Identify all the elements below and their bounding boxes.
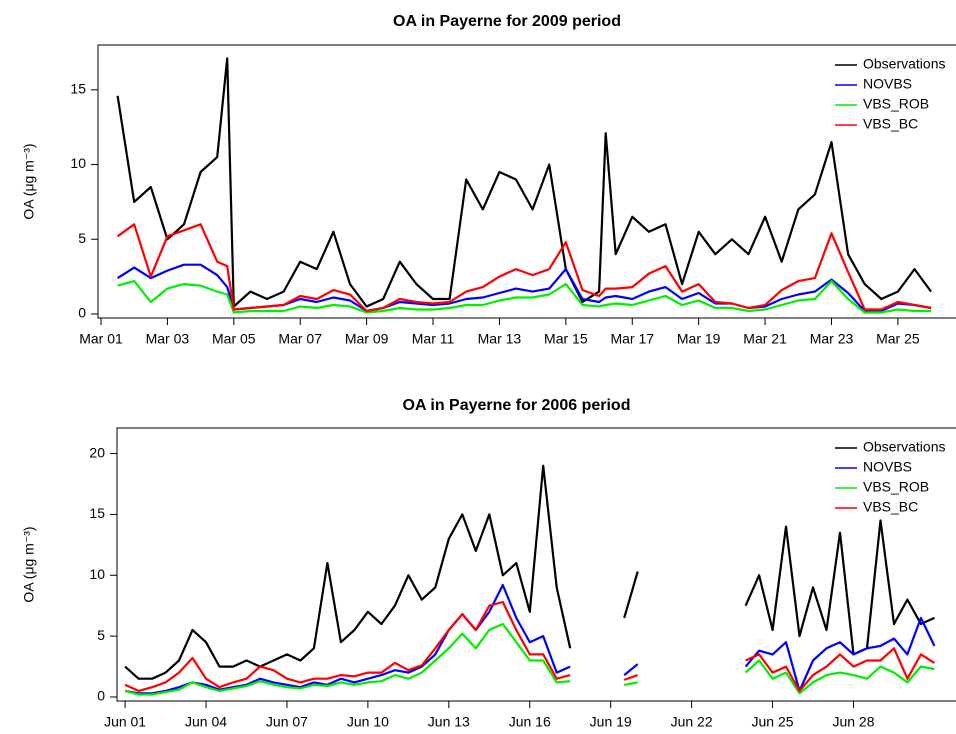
x-tick-label: Mar 13 [478, 331, 522, 347]
x-tick-label: Jun 10 [347, 714, 389, 730]
data-line [124, 622, 935, 696]
x-tick-label: Mar 07 [278, 331, 322, 347]
legend-label: VBS_BC [863, 499, 918, 515]
legend-label: VBS_ROB [863, 479, 929, 495]
x-tick-label: Mar 21 [743, 331, 787, 347]
x-tick-label: Jun 16 [509, 714, 551, 730]
legend-label: Observations [863, 439, 945, 455]
x-tick-label: Mar 15 [544, 331, 588, 347]
y-axis-label: OA (μg m⁻³) [21, 526, 37, 602]
data-line [124, 600, 935, 692]
x-tick-label: Jun 07 [266, 714, 308, 730]
x-tick-label: Mar 25 [876, 331, 920, 347]
x-tick-label: Mar 17 [610, 331, 654, 347]
data-line [116, 57, 932, 308]
y-tick-label: 10 [89, 566, 105, 582]
x-tick-label: Mar 11 [412, 331, 455, 347]
y-axis-label: OA (μg m⁻³) [21, 143, 37, 219]
frame [116, 427, 956, 702]
legend-label: VBS_BC [863, 116, 918, 132]
y-tick-label: 5 [97, 627, 105, 643]
data-line [124, 464, 935, 680]
legend-label: VBS_ROB [863, 96, 929, 112]
y-tick-label: 20 [89, 444, 105, 460]
y-tick-label: 10 [70, 155, 86, 171]
x-tick-label: Jun 04 [185, 714, 227, 730]
x-tick-label: Mar 23 [810, 331, 854, 347]
data-line [124, 583, 936, 695]
y-tick-label: 5 [78, 230, 86, 246]
x-tick-label: Jun 25 [752, 714, 794, 730]
y-tick-label: 15 [70, 81, 86, 97]
x-tick-label: Jun 28 [832, 714, 874, 730]
legend-label: NOVBS [863, 76, 912, 92]
data-line [116, 223, 932, 313]
x-tick-label: Mar 19 [677, 331, 721, 347]
y-tick-label: 0 [78, 305, 86, 321]
x-tick-label: Jun 01 [104, 714, 146, 730]
x-tick-label: Jun 19 [590, 714, 632, 730]
x-tick-label: Mar 03 [146, 331, 190, 347]
y-tick-label: 15 [89, 505, 105, 521]
x-tick-label: Jun 22 [671, 714, 713, 730]
frame [97, 44, 956, 319]
legend-label: Observations [863, 56, 945, 72]
x-tick-label: Mar 01 [79, 331, 123, 347]
chart-title: OA in Payerne for 2006 period [403, 397, 631, 414]
x-tick-label: Mar 09 [345, 331, 389, 347]
x-tick-label: Jun 13 [428, 714, 470, 730]
x-tick-label: Mar 05 [212, 331, 256, 347]
chart-title: OA in Payerne for 2009 period [393, 13, 621, 30]
data-line [117, 280, 932, 314]
y-tick-label: 0 [97, 688, 105, 704]
legend-label: NOVBS [863, 459, 912, 475]
